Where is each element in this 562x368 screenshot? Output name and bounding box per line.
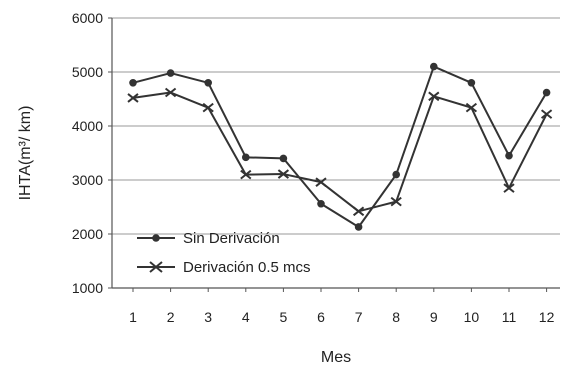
data-point: [540, 109, 553, 119]
y-tick-labels: 1000 2000 3000 4000 5000 6000: [72, 10, 112, 296]
data-point: [542, 88, 551, 97]
data-point: [129, 79, 137, 87]
x-tick-label: 7: [355, 309, 363, 325]
data-point: [164, 87, 177, 98]
data-point: [390, 196, 402, 207]
y-tick-label: 6000: [72, 10, 103, 26]
legend-item-series-1: Sin Derivación: [137, 230, 280, 247]
y-tick-label: 1000: [72, 280, 103, 296]
data-point: [166, 69, 175, 77]
legend-item-series-2: Derivación 0.5 mcs: [137, 259, 311, 276]
legend-marker-x-icon: [149, 261, 163, 273]
y-axis-title: IHTA(m³/ km): [17, 106, 34, 201]
axes: [111, 18, 560, 289]
data-point: [127, 93, 139, 103]
data-point: [352, 206, 365, 217]
x-tick-label: 6: [317, 309, 325, 325]
data-point: [202, 102, 214, 113]
legend-label-series-2: Derivación 0.5 mcs: [183, 259, 311, 276]
y-tick-label: 2000: [72, 226, 103, 242]
data-point: [317, 199, 325, 208]
legend: Sin Derivación Derivación 0.5 mcs: [137, 230, 311, 276]
data-point: [505, 151, 513, 160]
series-1: [129, 62, 551, 231]
x-tick-label: 10: [464, 309, 480, 325]
series-line: [132, 65, 548, 228]
x-tick-label: 1: [129, 309, 137, 325]
x-tick-label: 5: [280, 309, 288, 325]
data-point: [465, 102, 478, 113]
x-tick-label: 9: [430, 309, 438, 325]
data-point: [428, 91, 440, 102]
x-tick-label: 8: [392, 309, 400, 325]
data-point: [240, 169, 252, 180]
gridlines: [112, 17, 560, 235]
y-tick-label: 3000: [72, 172, 103, 188]
data-point: [279, 154, 288, 163]
data-point: [503, 183, 515, 193]
data-point: [467, 79, 476, 87]
data-point: [354, 223, 363, 231]
data-point: [277, 169, 290, 179]
x-tick-label: 11: [502, 309, 517, 325]
data-point: [430, 62, 438, 71]
y-tick-label: 5000: [72, 64, 103, 80]
data-point: [242, 153, 250, 162]
x-tick-label: 4: [242, 309, 250, 325]
x-tick-label: 12: [539, 309, 555, 325]
legend-label-series-1: Sin Derivación: [183, 230, 280, 247]
y-tick-label: 4000: [72, 118, 103, 134]
x-tick-label: 2: [167, 309, 175, 325]
x-tick-labels: 1 2 3 4 5 6 7 8 9 10 11 12: [129, 288, 555, 325]
series-group: [127, 62, 553, 231]
series-2: [127, 87, 553, 217]
data-point: [392, 170, 401, 179]
x-tick-label: 3: [204, 309, 212, 325]
series-line: [132, 91, 548, 213]
data-point: [204, 79, 212, 87]
legend-marker-circle-icon: [152, 234, 160, 242]
x-axis-title: Mes: [321, 349, 351, 366]
data-point: [315, 177, 327, 187]
